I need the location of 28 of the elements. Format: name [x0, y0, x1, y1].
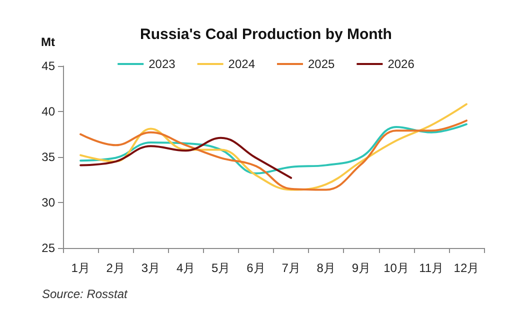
- x-tick-label: 7月: [282, 261, 300, 275]
- x-tick-label: 6月: [246, 261, 266, 275]
- legend-label: 2025: [308, 57, 336, 71]
- legend-label: 2023: [148, 57, 176, 71]
- y-axis-title: Mt: [41, 35, 55, 49]
- source-note: Source: Rosstat: [42, 287, 128, 301]
- x-tick-label: 5月: [212, 261, 230, 275]
- x-tick-label: 4月: [176, 261, 196, 275]
- x-tick-label: 1月: [71, 261, 90, 275]
- x-tick-label: 2月: [106, 261, 125, 275]
- y-tick-label: 45: [42, 59, 56, 73]
- line-series: [80, 136, 292, 179]
- x-tick-label: 3月: [141, 261, 160, 275]
- x-tick-label: 11月: [419, 261, 444, 275]
- y-tick-label: 35: [42, 150, 56, 164]
- y-tick-label: 40: [42, 104, 56, 118]
- legend-label: 2024: [228, 57, 256, 71]
- line-series: [80, 103, 468, 191]
- x-tick-label: 8月: [316, 261, 336, 275]
- chart-title: Russia's Coal Production by Month: [140, 26, 392, 43]
- x-tick-label: 9月: [352, 261, 371, 275]
- y-tick-label: 25: [42, 241, 56, 255]
- x-tick-label: 12月: [454, 261, 480, 275]
- y-tick-label: 30: [42, 196, 56, 210]
- x-tick-label: 10月: [384, 261, 409, 275]
- legend-label: 2026: [388, 57, 415, 71]
- line-series: [80, 120, 468, 191]
- line-series: [80, 123, 468, 174]
